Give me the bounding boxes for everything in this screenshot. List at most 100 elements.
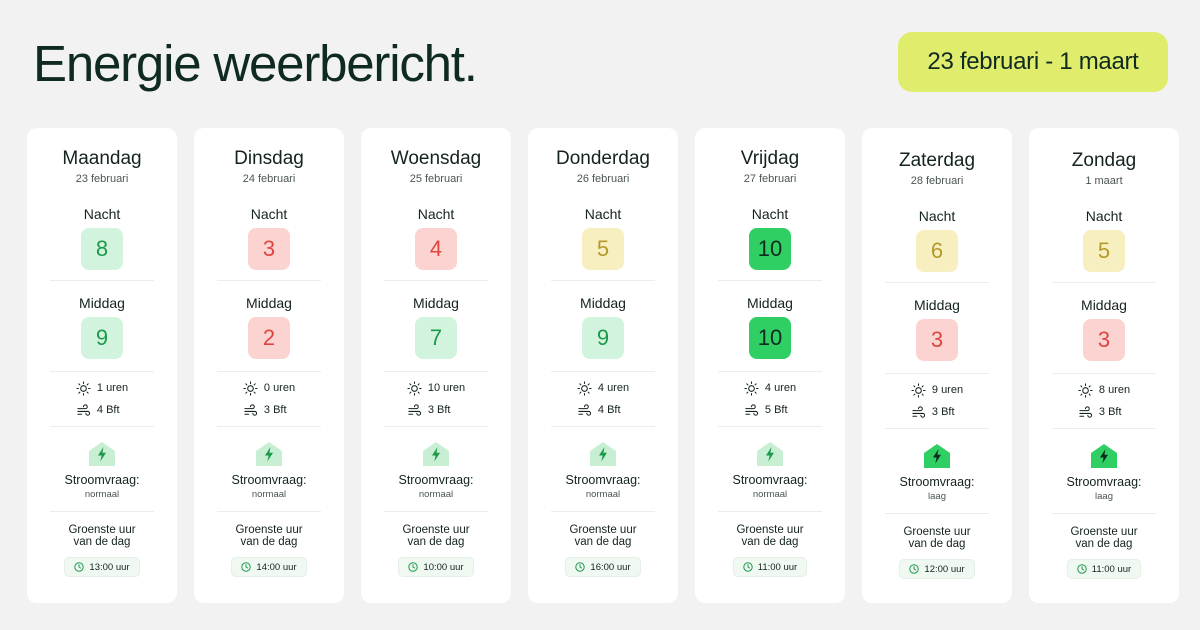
- greenest-hour-time: 12:00 uur: [924, 563, 965, 575]
- greenest-hour-line1: Groenste uur: [402, 524, 470, 536]
- greenest-hour-pill: 11:00 uur: [1066, 559, 1142, 579]
- day-name: Maandag: [62, 148, 142, 169]
- divider: [718, 426, 822, 427]
- sun-hours: 0 uren: [263, 382, 296, 394]
- day-card: Zondag 1 maart Nacht 5 Middag 3 8 uren 3…: [1029, 128, 1179, 603]
- demand-label: Stroomvraag:: [565, 473, 641, 487]
- night-label: Nacht: [751, 206, 789, 222]
- wind-force: 3 Bft: [931, 406, 955, 418]
- clock-icon: [1077, 564, 1087, 574]
- wind-icon: [578, 403, 591, 416]
- greenest-hour-time: 11:00 uur: [757, 561, 798, 573]
- sun-icon: [407, 380, 422, 396]
- wind-row: 3 Bft: [1078, 404, 1130, 420]
- afternoon-score: 7: [415, 317, 457, 359]
- clock-icon: [575, 562, 586, 572]
- sun-hours: 9 uren: [931, 384, 964, 396]
- day-date: 24 februari: [242, 173, 296, 185]
- divider: [1052, 282, 1156, 283]
- wind-row: 3 Bft: [243, 402, 295, 418]
- day-name: Dinsdag: [234, 148, 304, 169]
- wind-force: 3 Bft: [427, 404, 451, 416]
- date-range-badge: 23 februari - 1 maart: [898, 32, 1168, 92]
- afternoon-label: Middag: [1081, 297, 1127, 313]
- day-card: Dinsdag 24 februari Nacht 3 Middag 2 0 u…: [194, 128, 344, 603]
- sun-icon: [744, 380, 759, 396]
- house-lightning-light-icon: [423, 442, 449, 466]
- wind-force: 3 Bft: [1098, 406, 1122, 418]
- divider: [50, 280, 154, 281]
- divider: [217, 511, 321, 512]
- divider: [50, 511, 154, 512]
- divider: [50, 426, 154, 427]
- divider: [718, 371, 822, 372]
- sun-icon: [1078, 382, 1093, 398]
- divider: [551, 426, 655, 427]
- wind-icon: [408, 403, 421, 416]
- afternoon-score: 9: [81, 317, 123, 359]
- weather-info: 9 uren 3 Bft: [911, 382, 963, 420]
- day-name: Woensdag: [390, 148, 482, 169]
- weather-info: 4 uren 4 Bft: [577, 380, 629, 418]
- sun-hours-row: 8 uren: [1078, 382, 1130, 398]
- day-card: Vrijdag 27 februari Nacht 10 Middag 10 4…: [695, 128, 845, 603]
- wind-row: 4 Bft: [577, 402, 629, 418]
- greenest-hour-label: Groenste uur van de dag: [214, 524, 324, 548]
- night-label: Nacht: [417, 206, 455, 222]
- demand-value: normaal: [418, 489, 454, 500]
- sun-hours: 4 uren: [597, 382, 630, 394]
- divider: [718, 511, 822, 512]
- wind-force: 3 Bft: [263, 404, 287, 416]
- night-label: Nacht: [1085, 208, 1123, 224]
- greenest-hour-pill: 16:00 uur: [565, 557, 641, 577]
- weather-info: 4 uren 5 Bft: [744, 380, 796, 418]
- greenest-hour-line2: van de dag: [1075, 538, 1133, 550]
- greenest-hour-time: 13:00 uur: [89, 561, 130, 573]
- day-card: Zaterdag 28 februari Nacht 6 Middag 3 9 …: [862, 128, 1012, 603]
- wind-row: 4 Bft: [76, 402, 128, 418]
- day-name: Vrijdag: [740, 148, 800, 169]
- house-lightning-dark-icon: [924, 444, 950, 468]
- divider: [885, 428, 989, 429]
- wind-row: 3 Bft: [407, 402, 465, 418]
- weather-info: 0 uren 3 Bft: [243, 380, 295, 418]
- clock-icon: [74, 562, 85, 572]
- divider: [1052, 373, 1156, 374]
- divider: [217, 371, 321, 372]
- greenest-hour-label: Groenste uur van de dag: [548, 524, 658, 548]
- sun-hours: 1 uren: [96, 382, 129, 394]
- divider: [551, 371, 655, 372]
- clock-icon: [241, 562, 252, 572]
- greenest-hour-line2: van de dag: [574, 536, 632, 548]
- day-name: Zaterdag: [898, 150, 976, 171]
- night-label: Nacht: [83, 206, 121, 222]
- weather-info: 1 uren 4 Bft: [76, 380, 128, 418]
- greenest-hour-time: 10:00 uur: [423, 561, 464, 573]
- demand-label: Stroomvraag:: [899, 475, 975, 489]
- wind-icon: [745, 403, 758, 416]
- afternoon-label: Middag: [580, 295, 626, 311]
- night-label: Nacht: [584, 206, 622, 222]
- demand-label: Stroomvraag:: [398, 473, 474, 487]
- wind-force: 4 Bft: [96, 404, 120, 416]
- house-lightning-light-icon: [256, 442, 282, 466]
- divider: [384, 511, 488, 512]
- greenest-hour-line1: Groenste uur: [1070, 526, 1138, 538]
- greenest-hour-time: 11:00 uur: [1091, 563, 1132, 575]
- greenest-hour-pill: 14:00 uur: [231, 557, 307, 577]
- divider: [217, 426, 321, 427]
- night-label: Nacht: [250, 206, 288, 222]
- wind-row: 3 Bft: [911, 404, 963, 420]
- demand-label: Stroomvraag:: [231, 473, 307, 487]
- greenest-hour-label: Groenste uur van de dag: [882, 526, 992, 550]
- house-lightning-light-icon: [590, 442, 616, 466]
- sun-hours-row: 4 uren: [744, 380, 796, 396]
- greenest-hour-pill: 10:00 uur: [398, 557, 474, 577]
- day-date: 28 februari: [910, 175, 964, 187]
- greenest-hour-line1: Groenste uur: [235, 524, 303, 536]
- night-score: 10: [749, 228, 791, 270]
- divider: [885, 282, 989, 283]
- night-score: 6: [916, 230, 958, 272]
- day-date: 25 februari: [409, 173, 463, 185]
- divider: [384, 371, 488, 372]
